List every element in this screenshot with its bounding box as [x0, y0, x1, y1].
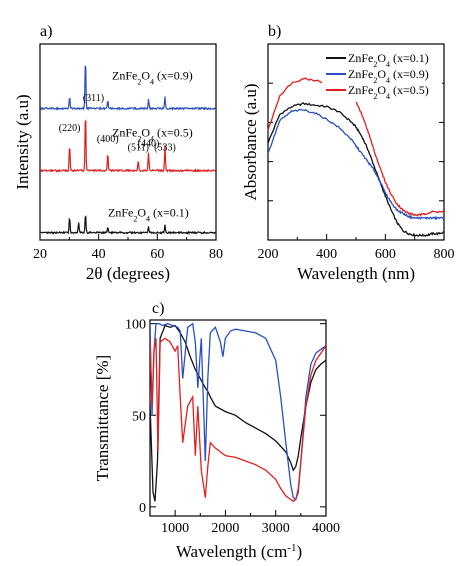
xrd-series-2: [39, 215, 216, 235]
panel-b-x-axis-label: Wavelength (nm): [297, 264, 415, 283]
series-label-0: ZnFe2O4 (x=0.9): [112, 68, 193, 86]
x-tick-label-3000: 3000: [262, 521, 290, 536]
panel-a-annotations: ZnFe2O4 (x=0.9) ZnFe2O4 (x=0.5) (220) (311)…: [59, 68, 193, 223]
x-tick-label-80: 80: [209, 247, 223, 262]
panel-c-series: [150, 321, 326, 503]
panel-a: a) 20 40 60 80 ZnFe2O4 (x=0.9)ZnFe2O4 (x=0.…: [13, 23, 223, 283]
panel-a-x-ticks: 20 40 60 80: [33, 234, 223, 262]
x-tick-label-20: 20: [33, 247, 47, 262]
ftir-series-0: [150, 324, 326, 502]
series-label-2: ZnFe2O4 (x=0.1): [108, 206, 189, 224]
panel-b: b) 200 400 600 800 ZnFe2O4 (x=0.1)ZnFe2O4 (…: [241, 23, 455, 283]
series-label-1: ZnFe2O4 (x=0.5): [112, 125, 193, 143]
x-tick-label-800: 800: [434, 247, 455, 262]
y-tick-label-100: 100: [125, 318, 146, 333]
ftir-series-2: [150, 337, 326, 503]
peak-label-511: (511): [128, 142, 149, 153]
x-tick-label-4000: 4000: [312, 521, 340, 536]
x-tick-label-2000: 2000: [211, 521, 239, 536]
xrd-series-1: [40, 119, 216, 173]
panel-b-series: [267, 77, 445, 238]
panel-c-x-axis-label-close: ): [296, 542, 302, 561]
panel-c-ticks: 1000 2000 3000 4000 0 50 100: [125, 318, 340, 536]
panel-a-series: [39, 65, 216, 235]
panel-b-legend: ZnFe2O4 (x=0.1)ZnFe2O4 (x=0.9)ZnFe2O4 (x…: [322, 50, 442, 102]
y-tick-label-0: 0: [139, 501, 146, 516]
peak-label-533: (533): [154, 142, 176, 153]
y-tick-label-50: 50: [132, 409, 146, 424]
panel-c-y-axis-label: Transmittance [%]: [93, 355, 112, 481]
x-tick-label-60: 60: [150, 247, 164, 262]
x-tick-label-200: 200: [258, 247, 279, 262]
xrd-series-0: [39, 65, 216, 111]
uv-series-2: [267, 77, 445, 217]
panel-c: c) 1000 2000 3000 4000 0 50 100 Wavelength (cm…: [93, 300, 340, 561]
x-tick-label-40: 40: [92, 247, 106, 262]
x-tick-label-400: 400: [316, 247, 337, 262]
legend-entry-1: ZnFe2O4 (x=0.9): [348, 67, 429, 85]
panel-c-x-axis-label: Wavelength (cm-1): [176, 542, 302, 561]
panel-b-y-axis-label: Absorbance (a.u): [241, 83, 260, 200]
panel-label-a: a): [40, 23, 52, 40]
uv-series-1: [267, 108, 445, 221]
x-tick-label-1000: 1000: [161, 521, 189, 536]
panel-c-x-axis-label-main: Wavelength (cm: [176, 542, 287, 561]
panel-a-x-axis-label: 2θ (degrees): [86, 264, 170, 283]
panel-label-b: b): [268, 23, 281, 40]
peak-label-440: (440): [138, 139, 160, 150]
peak-label-220: (220): [59, 123, 81, 134]
panel-label-c: c): [152, 300, 164, 317]
legend-entry-0: ZnFe2O4 (x=0.1): [348, 51, 429, 69]
peak-label-400: (400): [97, 134, 119, 145]
x-tick-label-600: 600: [375, 247, 396, 262]
panel-c-x-axis-label-sup: -1: [287, 542, 296, 554]
panel-a-y-axis-label: Intensity (a.u): [13, 94, 32, 189]
uv-series-0: [267, 101, 445, 238]
legend-entry-2: ZnFe2O4 (x=0.5): [348, 83, 429, 101]
peak-label-311: (311): [83, 93, 104, 104]
